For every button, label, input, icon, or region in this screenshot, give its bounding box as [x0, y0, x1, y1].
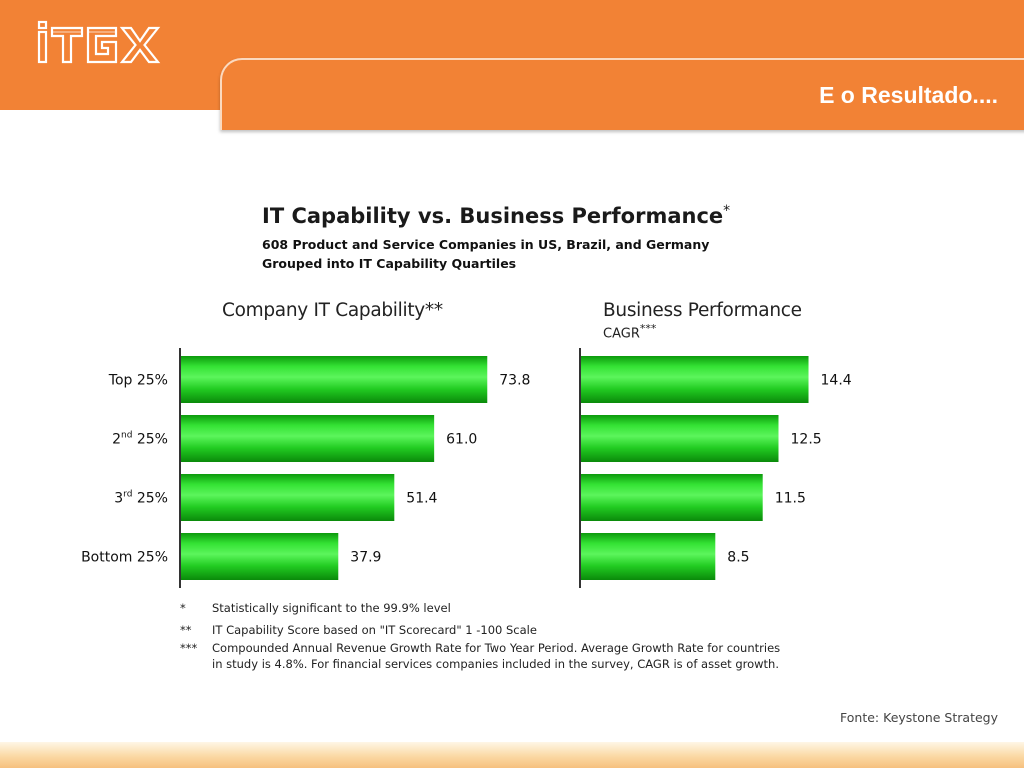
data-label: 11.5	[775, 491, 806, 507]
footnote-text: IT Capability Score based on "IT Scoreca…	[212, 623, 537, 637]
panel-title-it-capability: Company IT Capability**	[222, 300, 443, 321]
bar	[181, 474, 395, 521]
data-label: 61.0	[446, 432, 477, 448]
header-divider	[0, 110, 222, 113]
chart-subtitle-line: 608 Product and Service Companies in US,…	[262, 237, 710, 252]
business-performance-panel: 14.4 12.5 11.5 8.5	[579, 348, 852, 588]
data-label: 73.8	[499, 373, 530, 389]
bar	[581, 415, 779, 462]
title-tab	[220, 58, 1024, 130]
category-label: 3rd 25%	[114, 490, 168, 507]
chart-title-mark: *	[723, 203, 731, 219]
panel-title-business-performance: Business Performance	[603, 300, 802, 321]
bar	[581, 474, 763, 521]
chart-title-text: IT Capability vs. Business Performance	[262, 204, 724, 228]
data-label: 14.4	[821, 373, 852, 389]
category-label: Top 25%	[108, 373, 168, 389]
bar	[581, 533, 716, 580]
bar	[581, 356, 809, 403]
slide-title: E o Resultado....	[819, 82, 998, 108]
data-label: 51.4	[406, 491, 437, 507]
footnote-mark: *	[180, 601, 186, 615]
it-capability-panel: 73.8 61.0 51.4 37.9	[179, 348, 530, 588]
chart-title: IT Capability vs. Business Performance*	[262, 203, 730, 228]
bar	[181, 356, 488, 403]
category-label: 2nd 25%	[112, 431, 168, 448]
data-label: 12.5	[791, 432, 822, 448]
chart-subtitle-line: Grouped into IT Capability Quartiles	[262, 256, 517, 271]
panel-subtitle-cagr: CAGR***	[603, 322, 656, 341]
footnote-mark: ***	[180, 641, 198, 655]
category-label: Bottom 25%	[81, 550, 168, 566]
footnote-text: in study is 4.8%. For financial services…	[212, 657, 779, 671]
footer-band	[0, 742, 1024, 768]
bar	[181, 415, 435, 462]
footnote-mark: **	[180, 623, 192, 637]
bar	[181, 533, 339, 580]
data-label: 8.5	[727, 550, 749, 566]
category-labels: Top 25% 2nd 25% 3rd 25% Bottom 25%	[81, 373, 168, 566]
itgx-logo	[36, 20, 166, 70]
source-credit: Fonte: Keystone Strategy	[840, 710, 998, 725]
footnote-text: Statistically significant to the 99.9% l…	[212, 601, 451, 615]
footnote-text: Compounded Annual Revenue Growth Rate fo…	[212, 641, 781, 655]
panel-subtitle-text: CAGR	[603, 326, 640, 342]
data-label: 37.9	[350, 550, 381, 566]
panel-subtitle-mark: ***	[639, 322, 657, 335]
